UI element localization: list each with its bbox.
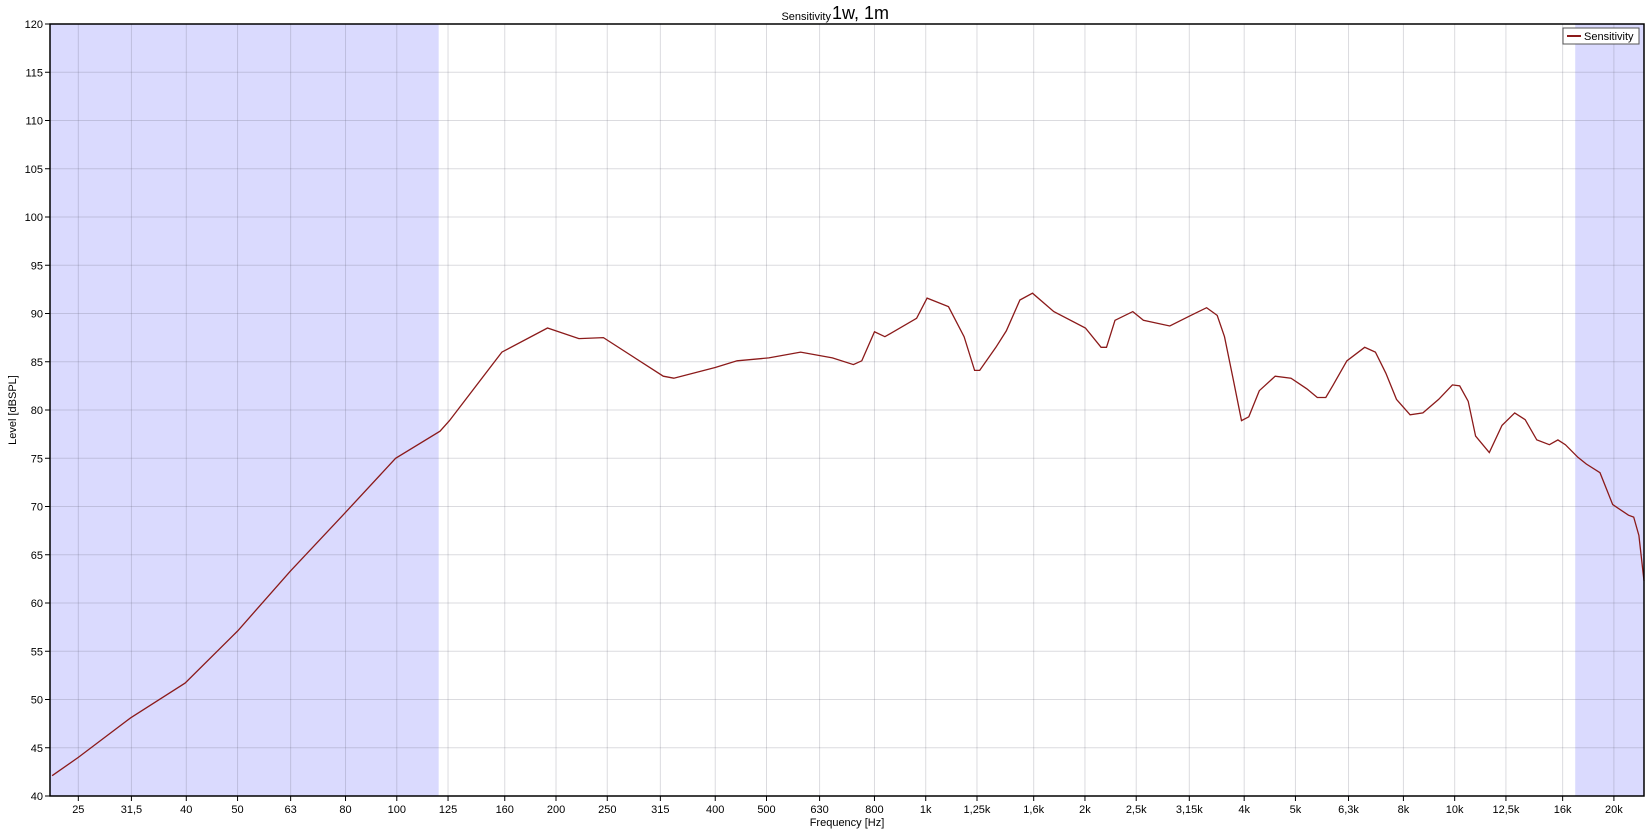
x-tick-label: 10k xyxy=(1446,804,1464,816)
y-tick-label: 85 xyxy=(31,357,43,369)
x-tick-label: 100 xyxy=(388,804,406,816)
x-tick-label: 200 xyxy=(547,804,565,816)
chart-subtitle: Sensitivity xyxy=(781,11,831,23)
x-tick-label: 2k xyxy=(1079,804,1091,816)
x-tick-label: 25 xyxy=(72,804,84,816)
legend: Sensitivity xyxy=(1562,27,1640,45)
legend-box xyxy=(1562,27,1640,45)
x-tick-label: 8k xyxy=(1398,804,1410,816)
y-tick-label: 100 xyxy=(25,212,43,224)
y-tick-label: 80 xyxy=(31,405,43,417)
shaded-range-0 xyxy=(50,24,439,796)
legend-label-sensitivity: Sensitivity xyxy=(1584,31,1634,43)
x-tick-label: 125 xyxy=(439,804,457,816)
x-tick-label: 1,25k xyxy=(964,804,991,816)
x-tick-label: 315 xyxy=(651,804,669,816)
shaded-range-1 xyxy=(1575,24,1644,796)
y-tick-label: 60 xyxy=(31,598,43,610)
y-tick-label: 105 xyxy=(25,164,43,176)
x-tick-label: 160 xyxy=(496,804,514,816)
y-tick-label: 115 xyxy=(25,67,43,79)
x-tick-label: 4k xyxy=(1238,804,1250,816)
y-tick-label: 75 xyxy=(31,453,43,465)
y-tick-label: 55 xyxy=(31,646,43,658)
grid xyxy=(50,23,1644,797)
x-tick-label: 630 xyxy=(810,804,828,816)
shaded-regions xyxy=(50,24,1644,796)
x-tick-label: 16k xyxy=(1554,804,1572,816)
y-tick-label: 95 xyxy=(31,260,43,272)
x-tick-label: 500 xyxy=(757,804,775,816)
series-line-sensitivity xyxy=(51,292,1645,777)
y-tick-label: 110 xyxy=(25,116,43,128)
x-tick-label: 50 xyxy=(231,804,243,816)
x-axis-ticks: 25 31,5 40 50 63 80 100 125 160 200 250 315 400 500 63… xyxy=(72,796,1623,816)
y-tick-label: 45 xyxy=(31,743,43,755)
x-tick-label: 2,5k xyxy=(1126,804,1147,816)
x-tick-label: 20k xyxy=(1605,804,1623,816)
y-tick-label: 65 xyxy=(31,550,43,562)
x-tick-label: 3,15k xyxy=(1176,804,1203,816)
y-tick-label: 50 xyxy=(31,695,43,707)
x-tick-label: 31,5 xyxy=(121,804,142,816)
y-axis-ticks: 40 45 50 55 60 65 70 75 80 85 90 95 100 105 110 115 120 xyxy=(25,19,50,803)
x-tick-label: 80 xyxy=(339,804,351,816)
x-tick-label: 63 xyxy=(285,804,297,816)
y-tick-label: 40 xyxy=(31,791,43,803)
chart-title: 1w, 1m xyxy=(832,3,889,23)
y-tick-label: 70 xyxy=(31,502,43,514)
x-tick-label: 250 xyxy=(598,804,616,816)
x-tick-label: 400 xyxy=(706,804,724,816)
x-tick-label: 6,3k xyxy=(1338,804,1359,816)
x-tick-label: 40 xyxy=(180,804,192,816)
x-tick-label: 1,6k xyxy=(1023,804,1044,816)
y-tick-label: 90 xyxy=(31,309,43,321)
x-tick-label: 5k xyxy=(1290,804,1302,816)
x-axis-label: Frequency [Hz] xyxy=(810,817,885,829)
x-tick-label: 800 xyxy=(865,804,883,816)
x-tick-label: 1k xyxy=(920,804,932,816)
x-tick-label: 12,5k xyxy=(1492,804,1519,816)
y-axis-label: Level [dBSPL] xyxy=(7,375,19,445)
y-tick-label: 120 xyxy=(25,19,43,31)
